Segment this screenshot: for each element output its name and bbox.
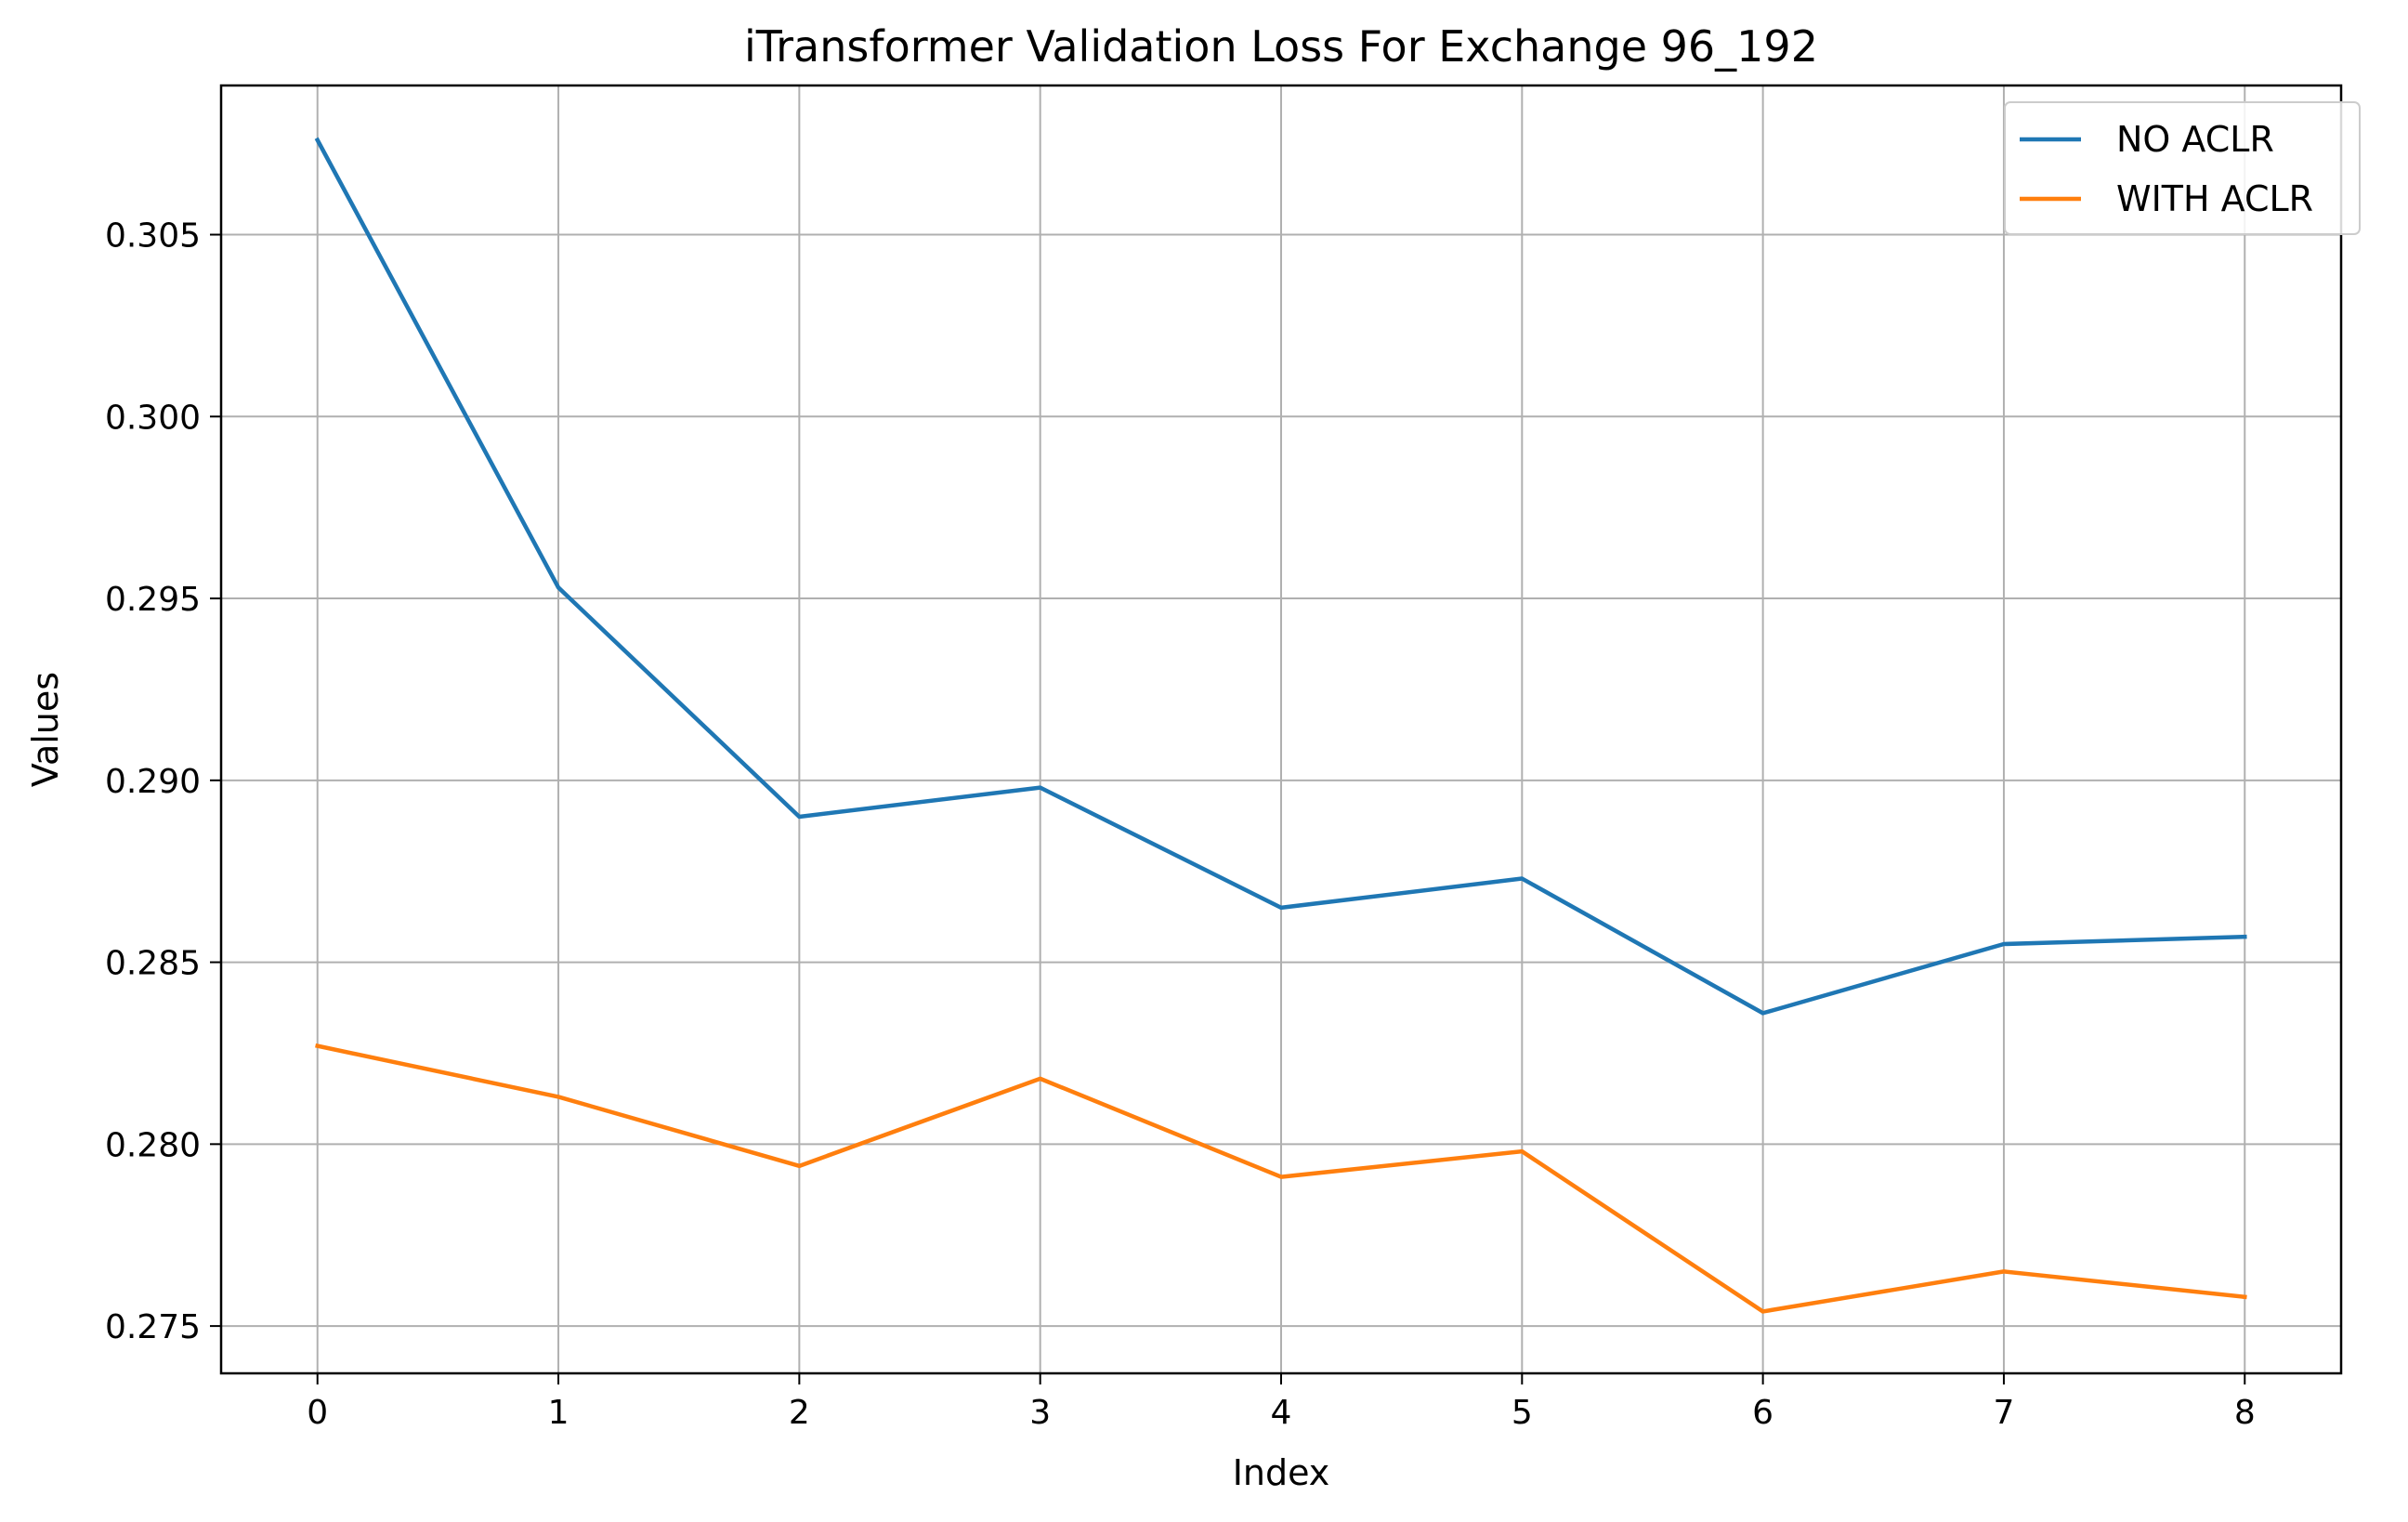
x-tick-label: 2 bbox=[789, 1394, 810, 1432]
y-tick-label: 0.280 bbox=[105, 1126, 201, 1164]
ticks: 0 1 2 3 4 5 6 7 8 0.275 0.280 0.285 0.290 0.295 0.300 0… bbox=[105, 217, 2256, 1432]
x-axis-label: Index bbox=[1233, 1452, 1330, 1493]
x-tick-label: 7 bbox=[1994, 1394, 2015, 1432]
x-tick-label: 4 bbox=[1271, 1394, 1292, 1432]
x-tick-label: 1 bbox=[548, 1394, 569, 1432]
series-line-no-aclr bbox=[314, 137, 2247, 1016]
y-axis-label: Values bbox=[25, 672, 66, 787]
legend-label: NO ACLR bbox=[2116, 119, 2274, 160]
y-tick-label: 0.295 bbox=[105, 581, 201, 619]
y-tick-label: 0.275 bbox=[105, 1308, 201, 1346]
y-tick-label: 0.305 bbox=[105, 217, 201, 256]
chart-title: iTransformer Validation Loss For Exchang… bbox=[744, 21, 1818, 72]
x-tick-label: 0 bbox=[307, 1394, 328, 1432]
x-tick-label: 3 bbox=[1029, 1394, 1051, 1432]
legend-box bbox=[2004, 101, 2361, 235]
y-tick-label: 0.290 bbox=[105, 763, 201, 801]
y-tick-label: 0.285 bbox=[105, 945, 201, 983]
series-line-with-aclr bbox=[315, 1043, 2247, 1314]
legend-label: WITH ACLR bbox=[2116, 178, 2313, 219]
x-tick-label: 5 bbox=[1512, 1394, 1533, 1432]
grid bbox=[221, 85, 2341, 1373]
series-lines bbox=[314, 137, 2247, 1314]
y-tick-label: 0.300 bbox=[105, 399, 201, 437]
x-tick-label: 8 bbox=[2234, 1394, 2256, 1432]
legend: NO ACLR WITH ACLR bbox=[2004, 101, 2361, 235]
x-tick-label: 6 bbox=[1752, 1394, 1773, 1432]
